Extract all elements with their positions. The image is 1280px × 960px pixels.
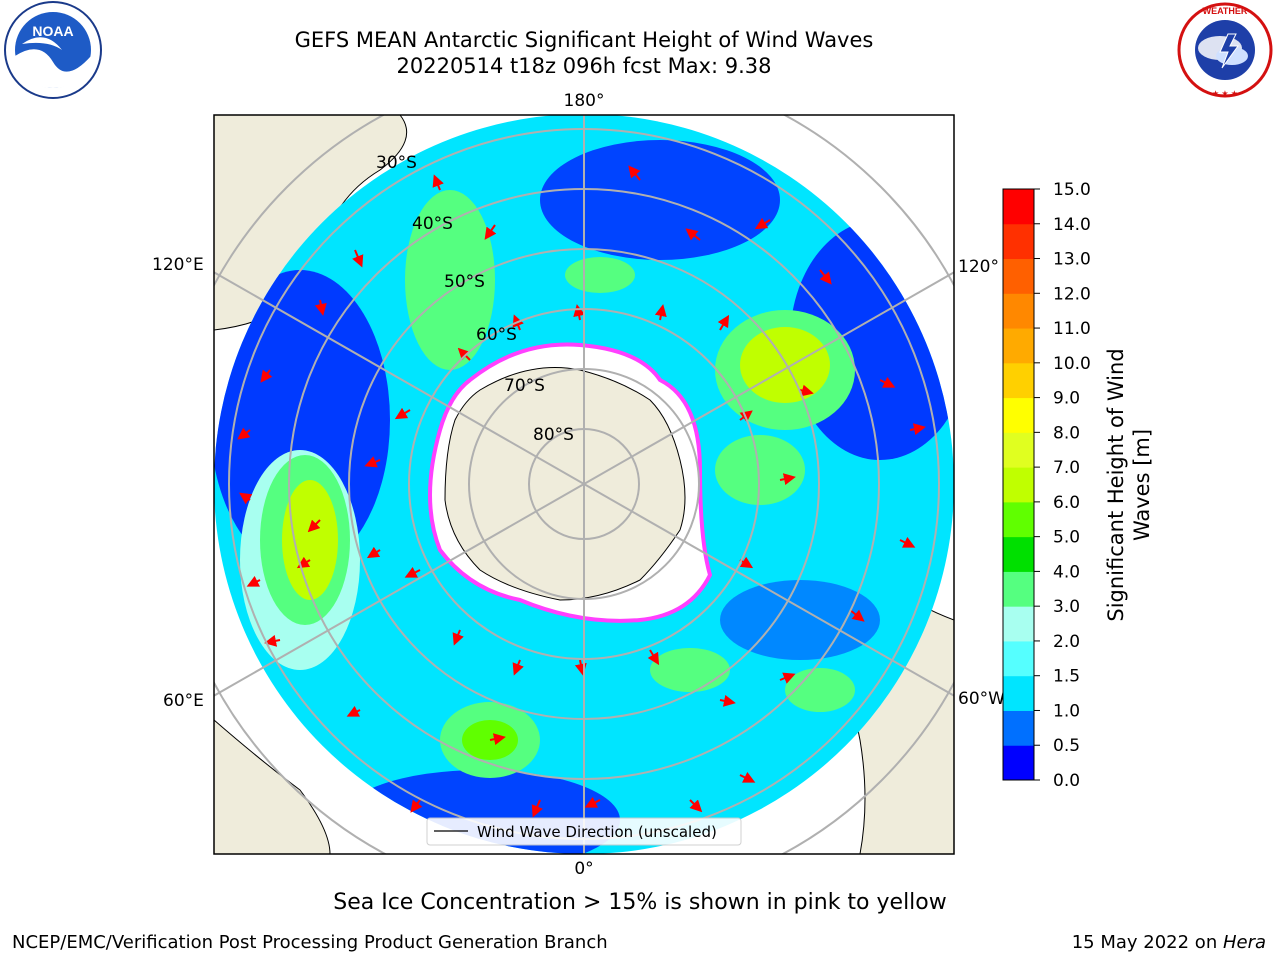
credit-text: NCEP/EMC/Verification Post Processing Pr… [12, 932, 608, 953]
lon-label-0: 0° [574, 859, 593, 879]
sea-ice-note: Sea Ice Concentration > 15% is shown in … [333, 890, 947, 915]
colorbar-segment [1003, 571, 1034, 607]
noaa-logo: NOAA [4, 1, 102, 99]
svg-text:WEATHER: WEATHER [1203, 6, 1248, 16]
colorbar-tick-label: 4.0 [1053, 562, 1080, 582]
colorbar-segment [1003, 258, 1034, 294]
svg-text:★ ★ ★: ★ ★ ★ [1212, 89, 1238, 98]
lat-label-50s: 50°S [444, 272, 485, 292]
colorbar-tick-label: 6.0 [1053, 493, 1080, 513]
colorbar-segment [1003, 328, 1034, 364]
colorbar-segment [1003, 745, 1034, 781]
lon-label-120w: 120° [958, 257, 999, 277]
nws-logo: WEATHER ★ ★ ★ [1177, 2, 1273, 98]
lat-label-30s: 30°S [376, 153, 417, 173]
colorbar-tick-label: 3.0 [1053, 597, 1080, 617]
svg-text:NOAA: NOAA [32, 23, 73, 39]
colorbar-tick-label: 8.0 [1053, 423, 1080, 443]
run-date: 15 May 2022 on Hera [1072, 932, 1266, 953]
colorbar-frame [1002, 188, 1035, 781]
colorbar-segment [1003, 362, 1034, 399]
colorbar-tick-label: 1.5 [1053, 667, 1080, 687]
colorbar-segment [1003, 293, 1034, 329]
colorbar-segment [1003, 640, 1034, 677]
lon-label-60e: 60°E [163, 691, 204, 711]
colorbar-tick-label: 10.0 [1053, 354, 1091, 374]
africa-landmass [214, 719, 331, 854]
colorbar-segment [1003, 189, 1034, 225]
colorbar-tick-label: 13.0 [1053, 250, 1091, 270]
colorbar-tick-label: 15.0 [1053, 180, 1091, 200]
colorbar-tick-label: 7.0 [1053, 458, 1080, 478]
run-date-text: 15 May 2022 on [1071, 932, 1223, 953]
colorbar-segment [1003, 432, 1034, 468]
lon-label-60w: 60°W [958, 689, 1005, 709]
map-subtitle: 20220514 t18z 096h fcst Max: 9.38 [396, 54, 772, 78]
map-title: GEFS MEAN Antarctic Significant Height o… [294, 28, 874, 52]
lon-label-120e: 120°E [152, 255, 204, 275]
legend-label: Wind Wave Direction (unscaled) [477, 823, 717, 841]
lat-label-70s: 70°S [504, 376, 545, 396]
lat-label-80s: 80°S [533, 425, 574, 445]
colorbar-segment [1003, 675, 1034, 711]
colorbar-segment [1003, 606, 1034, 642]
colorbar-tick-label: 0.0 [1053, 771, 1080, 791]
colorbar-tick-label: 2.0 [1053, 632, 1080, 652]
run-machine: Hera [1222, 932, 1266, 953]
colorbar-tick-label: 0.5 [1053, 736, 1080, 756]
colorbar-label-line1: Significant Height of Wind [1104, 348, 1128, 621]
colorbar [1003, 189, 1034, 781]
colorbar-tick-label: 1.0 [1053, 701, 1080, 721]
colorbar-tick-label: 12.0 [1053, 284, 1091, 304]
colorbar-tick-label: 9.0 [1053, 389, 1080, 409]
colorbar-segment [1003, 467, 1034, 503]
colorbar-tick-label: 11.0 [1053, 319, 1091, 339]
colorbar-label-line2: Waves [m] [1130, 429, 1154, 541]
map-legend: Wind Wave Direction (unscaled) [426, 817, 742, 846]
meridians [214, 115, 954, 854]
colorbar-segment [1003, 397, 1034, 433]
colorbar-tick-label: 5.0 [1053, 528, 1080, 548]
colorbar-segment [1003, 710, 1034, 746]
colorbar-segment [1003, 501, 1034, 538]
colorbar-ticks: 0.0 0.5 1.0 1.5 2.0 3.0 4.0 5.0 6.0 7.0 8.0 9.0 10.0… [1034, 180, 1091, 791]
wind-wave-arrows [237, 165, 926, 818]
antarctica-landmass [444, 367, 686, 601]
lat-label-60s: 60°S [476, 325, 517, 345]
colorbar-tick-label: 14.0 [1053, 215, 1091, 235]
lon-label-180: 180° [564, 91, 605, 111]
lat-label-40s: 40°S [412, 214, 453, 234]
colorbar-segment [1003, 223, 1034, 260]
colorbar-segment [1003, 536, 1034, 572]
